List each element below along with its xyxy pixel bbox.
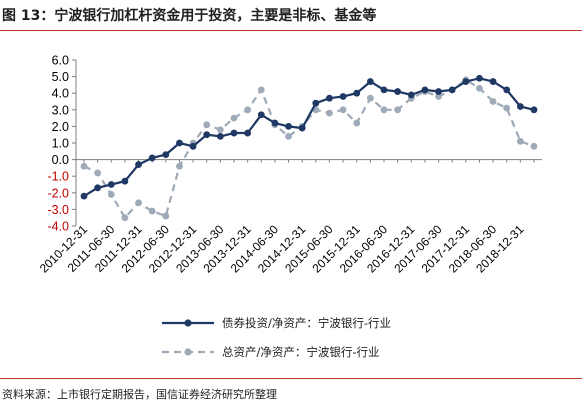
- data-point-bond: [394, 88, 402, 95]
- data-point-bond: [503, 86, 511, 94]
- data-point-bond: [516, 103, 524, 110]
- figure-title: 图 13：宁波银行加杠杆资金用于投资，主要是非标、基金等: [2, 8, 377, 24]
- data-point-bond: [380, 86, 388, 94]
- data-point-asset: [203, 121, 211, 129]
- legend-swatch-asset: [162, 348, 214, 356]
- data-point-bond: [94, 184, 102, 192]
- data-point-bond: [176, 139, 183, 147]
- data-point-bond: [435, 88, 442, 95]
- y-tick-label: -1.0: [47, 170, 69, 184]
- y-tick-label: -4.0: [47, 220, 69, 234]
- data-point-bond: [203, 131, 211, 139]
- legend-item-bond: 债券投资/净资产：宁波银行-行业: [160, 313, 560, 333]
- data-point-bond: [80, 192, 88, 200]
- data-point-bond: [162, 151, 170, 159]
- data-point-bond: [189, 142, 197, 150]
- data-point-asset: [94, 169, 102, 177]
- data-point-bond: [312, 99, 320, 107]
- data-point-bond: [421, 86, 429, 94]
- title-bar: 图 13：宁波银行加杠杆资金用于投资，主要是非标、基金等: [0, 0, 582, 31]
- data-point-bond: [339, 93, 347, 100]
- y-tick-label: 0.0: [52, 153, 69, 167]
- data-point-asset: [107, 191, 115, 198]
- data-point-bond: [366, 78, 374, 85]
- y-tick-label: -2.0: [47, 186, 69, 200]
- series-line-bond: [83, 77, 535, 198]
- data-point-asset: [366, 94, 374, 102]
- data-point-asset: [216, 126, 224, 134]
- source-note: 资料来源：上市银行定期报告，国信证券经济研究所整理: [2, 388, 277, 401]
- data-point-asset: [489, 98, 497, 105]
- data-point-bond: [407, 91, 415, 99]
- data-point-asset: [162, 212, 170, 220]
- legend-label-asset: 总资产/净资产：宁波银行-行业: [222, 345, 380, 359]
- data-point-bond: [298, 124, 306, 132]
- y-tick-label: 4.0: [52, 87, 69, 101]
- data-point-asset: [530, 142, 538, 150]
- legend-label-bond: 债券投资/净资产：宁波银行-行业: [222, 316, 392, 330]
- data-point-asset: [80, 162, 88, 170]
- data-point-asset: [244, 106, 252, 114]
- data-point-asset: [121, 214, 129, 222]
- data-point-bond: [230, 129, 238, 137]
- data-point-asset: [503, 104, 511, 112]
- legend-swatch-bond: [162, 319, 214, 327]
- y-tick-label: 5.0: [52, 70, 69, 84]
- data-point-bond: [353, 89, 361, 97]
- series-line-asset: [83, 78, 535, 219]
- data-point-asset: [148, 207, 156, 215]
- data-point-asset: [326, 109, 333, 117]
- data-point-bond: [285, 123, 292, 130]
- data-point-asset: [230, 114, 238, 122]
- data-point-bond: [462, 78, 470, 85]
- data-point-bond: [135, 161, 142, 168]
- data-point-asset: [380, 106, 388, 114]
- data-point-asset: [135, 199, 142, 207]
- footer-rule: [0, 378, 582, 379]
- data-point-asset: [435, 93, 442, 100]
- data-point-asset: [257, 86, 265, 94]
- data-point-asset: [339, 106, 347, 114]
- data-point-bond: [121, 177, 129, 185]
- data-point-bond: [107, 181, 115, 188]
- data-point-asset: [476, 84, 483, 92]
- y-tick-label: -3.0: [47, 203, 69, 217]
- y-tick-label: 3.0: [52, 103, 69, 117]
- y-tick-label: 2.0: [52, 120, 69, 134]
- data-point-bond: [271, 119, 279, 127]
- line-chart: 6.05.04.03.02.01.00.0-1.0-2.0-3.0-4.0201…: [37, 54, 542, 276]
- data-point-bond: [489, 78, 497, 85]
- data-point-asset: [353, 119, 361, 127]
- data-point-bond: [530, 106, 538, 114]
- data-point-asset: [285, 132, 292, 140]
- data-point-bond: [216, 132, 224, 140]
- data-point-bond: [326, 94, 333, 102]
- data-point-bond: [476, 74, 483, 82]
- y-tick-label: 1.0: [52, 137, 69, 151]
- data-point-bond: [148, 154, 156, 162]
- data-point-asset: [516, 137, 524, 145]
- data-point-bond: [244, 129, 252, 137]
- data-point-bond: [448, 86, 456, 94]
- y-tick-label: 6.0: [52, 54, 69, 68]
- data-point-bond: [257, 111, 265, 119]
- legend-item-asset: 总资产/净资产：宁波银行-行业: [160, 342, 560, 362]
- data-point-asset: [394, 106, 402, 114]
- data-point-asset: [176, 162, 183, 170]
